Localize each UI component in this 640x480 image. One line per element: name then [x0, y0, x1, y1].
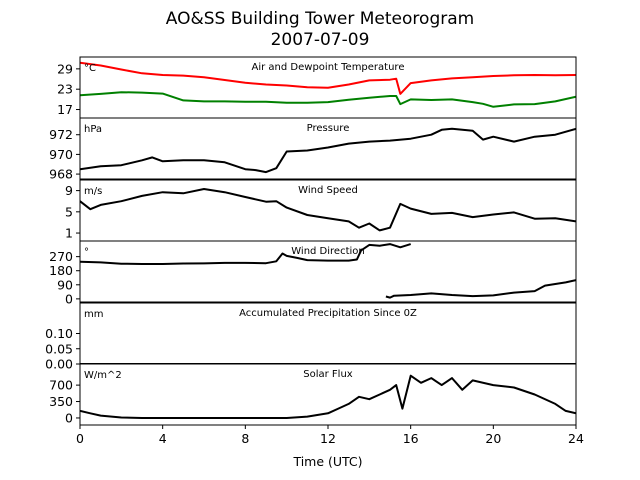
panel-frame: [79, 240, 577, 303]
y-tick-label: 23: [57, 82, 73, 97]
series-line-4-2: [385, 279, 576, 299]
series-line-6-1: [80, 374, 576, 419]
y-tick-label: 700: [49, 378, 73, 393]
y-tick-label: 0.00: [45, 357, 73, 372]
series-line-1-1: [80, 61, 576, 95]
y-tick-label: 970: [49, 147, 73, 162]
series-line-1-2: [80, 91, 576, 108]
panel-title: Accumulated Precipitation Since 0Z: [239, 308, 417, 319]
x-tick-label: 8: [241, 431, 249, 446]
y-tick-label: 350: [49, 394, 73, 409]
y-tick-label: 0.05: [45, 341, 73, 356]
series-line-4-1: [80, 243, 411, 265]
x-axis: 0 4 8 12 16 20 24: [76, 425, 584, 446]
panel-frame: [79, 117, 577, 180]
panel-1: 17 23 29 °C Air and Dewpoint Temperature: [57, 56, 577, 119]
panel-5: 0.000.050.10 mm Accumulated Precipitation …: [45, 302, 577, 372]
y-tick-label: 29: [57, 61, 73, 76]
panel-unit-label: m/s: [84, 186, 102, 197]
series-line-2-1: [80, 127, 576, 174]
chart-subtitle-date: 2007-07-09: [271, 30, 370, 50]
panel-3: 1 5 9 m/s Wind Speed: [65, 179, 577, 242]
panel-2: 968 970 972 hPa Pressure: [49, 117, 577, 182]
x-axis-label: Time (UTC): [292, 454, 362, 469]
panel-unit-label: mm: [84, 309, 103, 320]
x-tick-label: 16: [403, 431, 419, 446]
y-tick-label: 180: [49, 263, 73, 278]
y-tick-label: 17: [57, 102, 73, 117]
chart-title: AO&SS Building Tower Meteorogram: [166, 9, 474, 29]
y-tick-label: 270: [49, 249, 73, 264]
y-tick-label: 0: [65, 291, 73, 306]
x-tick-label: 24: [568, 431, 584, 446]
panel-title: Wind Direction: [291, 246, 365, 257]
panel-title: Air and Dewpoint Temperature: [252, 62, 405, 73]
y-tick-label: 1: [65, 226, 73, 241]
y-tick-label: 0: [65, 410, 73, 425]
x-tick-label: 0: [76, 431, 84, 446]
y-tick-label: 90: [57, 277, 73, 292]
x-tick-label: 20: [485, 431, 501, 446]
panel-unit-label: hPa: [84, 124, 102, 135]
panel-title: Wind Speed: [298, 185, 358, 196]
y-tick-label: 968: [49, 167, 73, 182]
x-tick-label: 12: [320, 431, 336, 446]
y-tick-label: 972: [49, 127, 73, 142]
panel-title: Solar Flux: [303, 369, 353, 380]
series-line-3-1: [80, 188, 576, 232]
panel-unit-label: °: [84, 247, 89, 258]
y-tick-label: 9: [65, 183, 73, 198]
y-tick-label: 5: [65, 204, 73, 219]
x-tick-label: 4: [159, 431, 167, 446]
panel-unit-label: °C: [84, 63, 96, 74]
panel-title: Pressure: [307, 123, 350, 134]
y-tick-label: 0.10: [45, 326, 73, 341]
panel-unit-label: W/m^2: [84, 370, 122, 381]
